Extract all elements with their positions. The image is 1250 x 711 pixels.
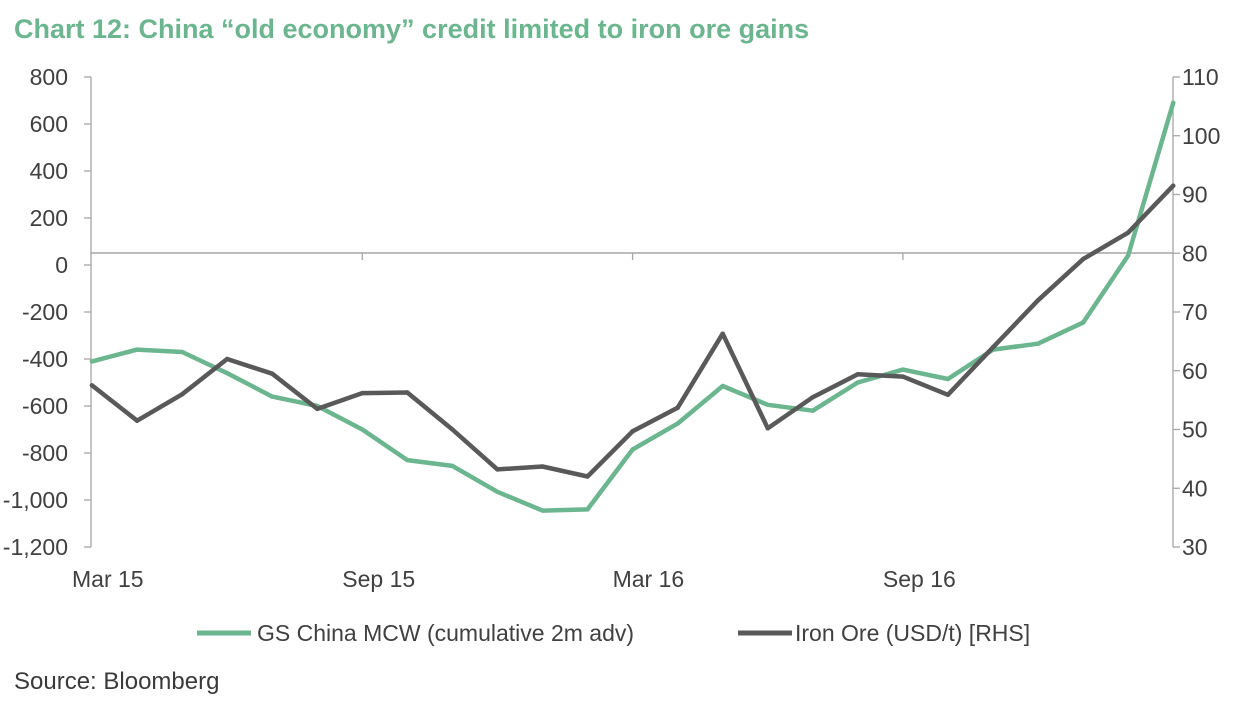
data-point bbox=[675, 421, 680, 426]
data-point bbox=[134, 347, 140, 352]
data-point bbox=[270, 371, 275, 376]
data-point bbox=[1171, 183, 1176, 188]
right-tick-label: 50 bbox=[1182, 417, 1208, 443]
data-point bbox=[405, 390, 410, 395]
data-point bbox=[1125, 253, 1131, 258]
data-point bbox=[990, 345, 996, 350]
data-point bbox=[720, 331, 725, 336]
data-point bbox=[540, 464, 545, 469]
series-1 bbox=[89, 100, 1176, 513]
ticks-group: 800 600 400 200 0 -200 -400 -600 -800 -1,000 -1,20… bbox=[3, 64, 1221, 592]
x-tick-label: Sep 15 bbox=[342, 566, 415, 592]
data-point bbox=[495, 489, 500, 494]
data-point bbox=[945, 392, 951, 398]
data-point bbox=[945, 376, 951, 382]
data-point bbox=[1035, 298, 1041, 303]
legend-label: Iron Ore (USD/t) [RHS] bbox=[795, 620, 1030, 646]
data-point bbox=[134, 418, 140, 423]
data-point bbox=[675, 405, 680, 410]
data-point bbox=[900, 367, 906, 372]
data-point bbox=[179, 349, 185, 355]
source-note: Source: Bloomberg bbox=[14, 668, 220, 695]
data-point bbox=[360, 390, 365, 396]
data-point bbox=[89, 359, 95, 364]
left-tick-label: 600 bbox=[30, 111, 68, 137]
right-tick-label: 30 bbox=[1182, 534, 1208, 560]
x-tick-label: Sep 16 bbox=[883, 566, 956, 592]
data-point bbox=[1035, 341, 1041, 346]
data-point bbox=[1080, 256, 1086, 262]
left-tick-label: 400 bbox=[30, 158, 68, 184]
data-point bbox=[315, 406, 320, 412]
legend-group: GS China MCW (cumulative 2m adv) Iron Ore… bbox=[197, 620, 1030, 646]
data-point bbox=[1125, 230, 1131, 235]
data-point bbox=[270, 394, 275, 399]
right-tick-label: 110 bbox=[1182, 64, 1219, 90]
data-point bbox=[630, 429, 635, 434]
data-point bbox=[630, 447, 635, 452]
x-tick-label: Mar 15 bbox=[72, 566, 144, 592]
data-point bbox=[540, 508, 545, 513]
data-point bbox=[360, 427, 365, 432]
data-point bbox=[585, 507, 590, 512]
x-tick-label: Mar 16 bbox=[613, 566, 685, 592]
left-tick-label: -600 bbox=[22, 393, 68, 419]
right-tick-label: 40 bbox=[1182, 475, 1208, 501]
left-tick-label: 0 bbox=[55, 252, 68, 278]
data-point bbox=[405, 457, 410, 463]
left-tick-label: -200 bbox=[22, 299, 68, 325]
data-point bbox=[89, 383, 95, 388]
right-tick-label: 60 bbox=[1182, 358, 1208, 384]
legend-label: GS China MCW (cumulative 2m adv) bbox=[257, 620, 634, 646]
data-point bbox=[765, 402, 770, 408]
right-tick-label: 100 bbox=[1182, 123, 1220, 149]
data-point bbox=[720, 383, 725, 389]
data-point bbox=[450, 463, 455, 469]
data-point bbox=[450, 427, 455, 432]
axes-group bbox=[90, 77, 1174, 547]
right-tick-label: 70 bbox=[1182, 299, 1208, 325]
series-2 bbox=[89, 183, 1176, 479]
data-point bbox=[224, 370, 230, 376]
data-point bbox=[224, 356, 230, 362]
left-tick-label: -800 bbox=[22, 440, 68, 466]
right-tick-label: 90 bbox=[1182, 182, 1208, 208]
left-tick-label: 200 bbox=[30, 205, 68, 231]
left-tick-label: -1,200 bbox=[3, 534, 68, 560]
data-point bbox=[765, 426, 770, 431]
data-point bbox=[855, 380, 861, 385]
right-tick-label: 80 bbox=[1182, 240, 1208, 266]
data-point bbox=[1171, 100, 1176, 106]
series-group bbox=[89, 100, 1176, 513]
data-point bbox=[1080, 320, 1086, 325]
left-tick-label: -400 bbox=[22, 346, 68, 372]
data-point bbox=[495, 467, 500, 472]
left-tick-label: -1,000 bbox=[3, 487, 68, 513]
data-point bbox=[900, 374, 906, 379]
chart-title: Chart 12: China “old economy” credit lim… bbox=[14, 14, 810, 44]
left-tick-label: 800 bbox=[30, 64, 68, 90]
data-point bbox=[585, 474, 590, 479]
data-point bbox=[855, 372, 861, 377]
data-point bbox=[810, 394, 815, 400]
data-point bbox=[179, 392, 185, 397]
data-point bbox=[810, 408, 815, 413]
